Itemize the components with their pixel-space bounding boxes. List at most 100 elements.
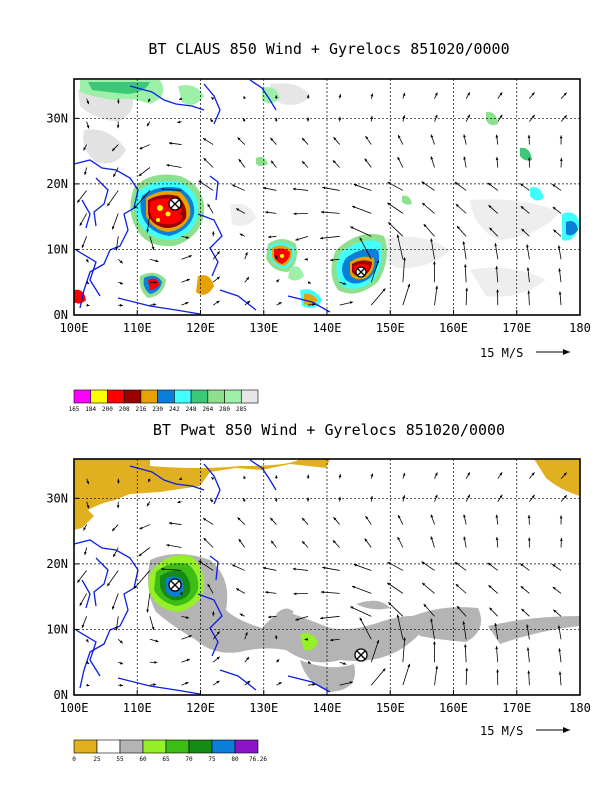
wind-vector-head: [350, 226, 354, 230]
wind-vector-head: [455, 204, 459, 207]
wind-vector-head: [435, 285, 439, 289]
wind-vector-head: [119, 683, 123, 687]
colorbar-label: 216: [135, 406, 146, 413]
wind-vector-head: [402, 92, 406, 97]
colorbar-label: 70: [185, 756, 193, 763]
wind-vector-head: [231, 184, 236, 188]
wind-vector-head: [293, 212, 297, 216]
wind-vector-head: [243, 95, 247, 100]
wind-vector-head: [77, 199, 81, 203]
wind-vector-head: [365, 136, 369, 140]
wind-vector: [320, 211, 340, 214]
wind-vector-head: [307, 281, 311, 284]
wind-vector-head: [113, 173, 116, 177]
wind-vector-head: [559, 135, 563, 139]
wind-vector-head: [499, 472, 503, 476]
wind-vector-head: [559, 515, 563, 519]
wind-vector-head: [211, 231, 215, 235]
wind-vector-head: [499, 494, 503, 498]
x-tick-label: 140E: [313, 321, 342, 335]
wind-vector-head: [488, 205, 492, 209]
x-tick-label: 130E: [249, 321, 278, 335]
wind-vector-head: [364, 158, 368, 162]
wind-vector-head: [402, 115, 406, 119]
wind-vector-head: [209, 119, 214, 123]
wind-vector-head: [387, 182, 391, 185]
wind-vector-head: [526, 267, 530, 271]
wind-vector-head: [496, 289, 499, 293]
wind-vector-head: [246, 276, 250, 281]
wind-vector-head: [236, 208, 240, 212]
y-tick-label: 20N: [46, 177, 68, 191]
wind-vector-head: [239, 233, 243, 237]
wind-vector-head: [274, 475, 278, 479]
wind-vector-head: [146, 503, 150, 507]
wind-vector-head: [388, 222, 392, 226]
wind-vector-head: [304, 257, 308, 261]
colorbar-label: 285: [236, 406, 247, 413]
wind-vector-head: [247, 300, 251, 304]
wind-vector-head: [295, 238, 299, 241]
colorbar-label: 60: [139, 756, 147, 763]
wind-vector-head: [397, 156, 401, 161]
wind-vector-head: [112, 606, 115, 610]
wind-vector-head: [207, 203, 211, 208]
wind-vector-head: [387, 202, 391, 206]
x-tick-label: 170E: [502, 321, 531, 335]
wind-vector-head: [527, 670, 531, 674]
wind-vector-head: [421, 181, 425, 185]
wind-vector-head: [81, 244, 85, 248]
wind-vector-head: [211, 611, 215, 615]
wind-vector: [351, 205, 372, 214]
wind-vector-head: [430, 156, 434, 160]
colorbar-swatch: [157, 389, 175, 404]
wind-vector-head: [168, 141, 172, 145]
wind-vector-head: [520, 206, 524, 210]
wind-vector: [434, 665, 438, 686]
wind-vector-head: [527, 515, 531, 518]
wind-vector: [465, 287, 468, 306]
wind-vector-head: [306, 474, 310, 478]
wind-vector-head: [245, 252, 248, 256]
wind-vector-head: [301, 517, 305, 521]
wind-vector-head: [455, 584, 459, 587]
x-tick-label: 170E: [502, 701, 531, 715]
colorbar-swatch: [211, 739, 236, 754]
reference-vector: 15 M/S: [480, 724, 570, 738]
wind-vector: [350, 606, 372, 617]
gyre-center-west: [168, 578, 182, 592]
wind-vector-head: [112, 226, 115, 230]
wind-vector-head: [495, 156, 499, 160]
wind-vector-head: [166, 544, 170, 547]
x-tick-label: 180: [569, 701, 591, 715]
wind-vector-head: [198, 180, 202, 184]
wind-vector-head: [245, 632, 248, 636]
chart-title: BT Pwat 850 Wind + Gyrelocs 851020/0000: [153, 421, 505, 439]
wind-vector-head: [138, 173, 142, 177]
wind-vector-head: [467, 92, 470, 96]
wind-vector-head: [353, 183, 357, 187]
wind-vector-head: [557, 245, 561, 249]
wind-vector-head: [370, 93, 374, 97]
x-tick-label: 160E: [439, 321, 468, 335]
wind-vector-head: [333, 137, 337, 141]
axis-ticks: 100E 110E 120E 130E 140E 150E 160E 170E 180 0N 10N…: [46, 111, 591, 335]
wind-vector-head: [306, 117, 310, 121]
wind-vector-head: [185, 616, 190, 619]
x-tick-label: 110E: [123, 321, 152, 335]
wind-vector-head: [521, 608, 525, 612]
colorbar-swatch: [119, 739, 144, 754]
wind-vector-head: [463, 644, 467, 648]
wind-vector-head: [520, 563, 524, 567]
wind-vector-head: [231, 564, 236, 568]
wind-vector-head: [353, 563, 357, 567]
wind-vector-head: [153, 683, 157, 687]
wind-vector-head: [531, 494, 535, 499]
wind-vector-head: [216, 680, 220, 684]
wind-vector-head: [563, 472, 567, 476]
wind-vector-head: [332, 540, 336, 544]
wind-vector-head: [112, 148, 116, 152]
wind-vector-head: [376, 640, 380, 644]
wind-vector-head: [349, 301, 353, 304]
wind-vector-head: [467, 472, 470, 476]
